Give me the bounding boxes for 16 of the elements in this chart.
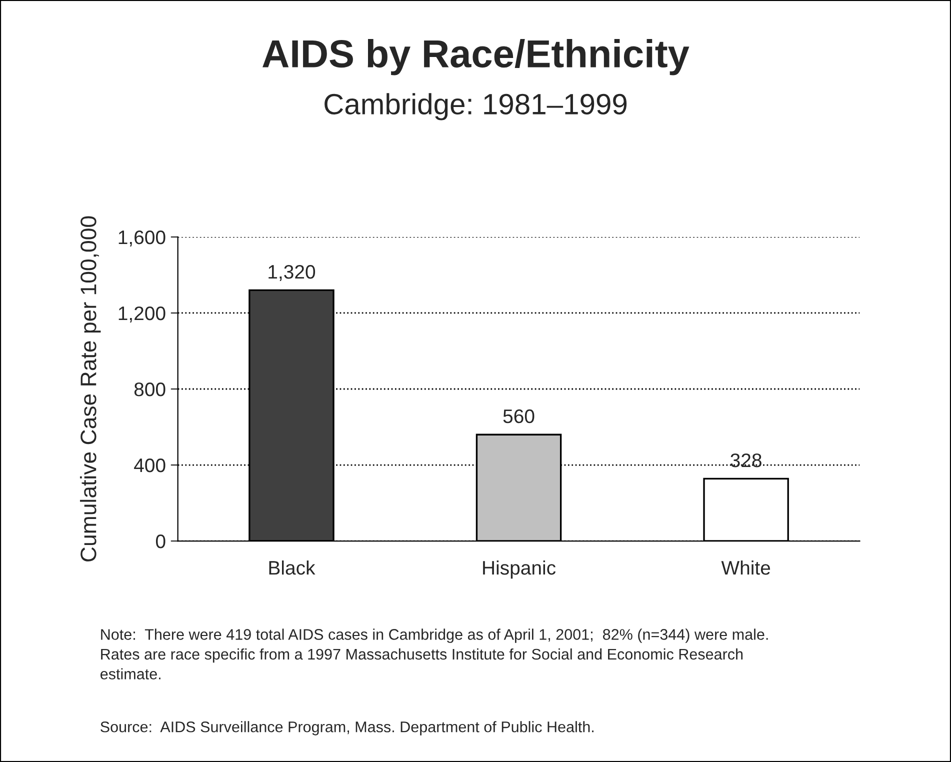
y-tick-label: 1,200 <box>118 306 166 323</box>
y-tick-label: 0 <box>156 534 166 548</box>
x-tick-label: Hispanic <box>483 560 556 579</box>
y-axis-title: Cumulative Case Rate per 100,000 <box>80 216 101 562</box>
y-tick-label: 1,600 <box>118 230 166 247</box>
data-label: 1,320 <box>268 264 316 282</box>
x-tick-label: Black <box>269 560 316 575</box>
chart-title: AIDS by Race/Ethnicity <box>262 39 690 76</box>
source-note: Source: AIDS Surveillance Program, Mass. Department of Public Health. <box>100 721 594 736</box>
text: Note: There were 419 total AIDS cases in Cambridge as of April 1, 2001; 82% (n=344) were male. Rates are race specific from a 1997 Massachusetts Institute for Social and Economic Research estimate. <box>100 628 768 680</box>
data-label: 560 <box>503 409 534 424</box>
y-tick-label: 800 <box>134 382 166 396</box>
x-tick-label: White <box>721 560 770 575</box>
y-tick-label: 400 <box>134 458 166 472</box>
data-label: 328 <box>730 453 762 468</box>
chart-subtitle: Cambridge: 1981–1999 <box>324 93 627 120</box>
